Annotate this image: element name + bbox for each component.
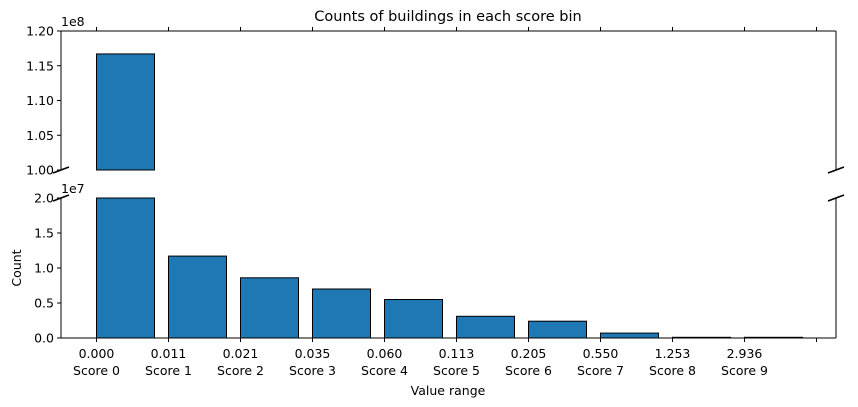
axis-break-mark <box>827 194 845 202</box>
x-tick-edge-label: 0.035 <box>295 346 331 361</box>
bar-2 <box>240 277 299 339</box>
x-tick-edge-label: 0.113 <box>439 346 475 361</box>
x-tick-edge-label: 0.021 <box>223 346 259 361</box>
bar-7 <box>600 332 659 339</box>
lower-y-tick-label: 1.5 <box>34 226 54 241</box>
x-tick-edge-label: 0.060 <box>367 346 403 361</box>
bar-0-upper <box>96 53 155 171</box>
x-tick-edge-label: 0.011 <box>151 346 187 361</box>
upper-y-tick-label: 1.10 <box>26 93 54 108</box>
x-axis-ticks: 0.000 Score 0 0.011 Score 1 0.021 Score 2 0.03… <box>73 27 817 378</box>
upper-y-tick-label: 1.20 <box>26 24 54 39</box>
x-tick-category-label: Score 3 <box>289 363 336 378</box>
bar-8 <box>672 336 731 339</box>
bar-1 <box>168 255 227 339</box>
x-tick-edge-label: 0.205 <box>511 346 547 361</box>
axis-break-mark <box>52 194 70 202</box>
axis-break-mark <box>827 166 845 174</box>
y-axis-label: Count <box>9 249 24 286</box>
bar-9 <box>744 336 803 339</box>
x-tick-category-label: Score 9 <box>721 363 768 378</box>
bar-5 <box>456 315 515 339</box>
lower-y-tick-label: 0.0 <box>34 331 54 346</box>
upper-y-tick-label: 1.00 <box>26 163 54 178</box>
x-tick-edge-label: 1.253 <box>655 346 691 361</box>
upper-panel: 1.00 1.05 1.10 1.15 1.20 1e8 <box>26 14 837 178</box>
chart-title: Counts of buildings in each score bin <box>314 9 581 25</box>
x-tick-category-label: Score 2 <box>217 363 264 378</box>
x-tick-category-label: Score 4 <box>361 363 408 378</box>
lower-y-tick-label: 1.0 <box>34 261 54 276</box>
lower-y-tick-label: 0.5 <box>34 296 54 311</box>
lower-y-tick-label: 2.0 <box>34 191 54 206</box>
x-axis-label: Value range <box>411 383 486 398</box>
upper-y-tick-label: 1.05 <box>26 128 54 143</box>
x-tick-category-label: Score 8 <box>649 363 696 378</box>
bar-3 <box>312 288 371 339</box>
lower-offset-label: 1e7 <box>61 181 85 196</box>
bar-0 <box>96 197 155 339</box>
upper-offset-label: 1e8 <box>61 14 85 29</box>
upper-y-tick-label: 1.15 <box>26 58 54 73</box>
x-tick-edge-label: 0.550 <box>583 346 619 361</box>
bar-6 <box>528 320 587 339</box>
x-tick-category-label: Score 5 <box>433 363 480 378</box>
axis-break-marks <box>52 166 845 202</box>
x-tick-edge-label: 0.000 <box>79 346 115 361</box>
x-tick-category-label: Score 0 <box>73 363 120 378</box>
bars <box>96 53 803 339</box>
axis-break-mark <box>52 166 70 174</box>
x-tick-edge-label: 2.936 <box>727 346 763 361</box>
x-tick-category-label: Score 1 <box>145 363 192 378</box>
x-tick-category-label: Score 7 <box>577 363 624 378</box>
x-tick-category-label: Score 6 <box>505 363 552 378</box>
bar-4 <box>384 299 443 339</box>
